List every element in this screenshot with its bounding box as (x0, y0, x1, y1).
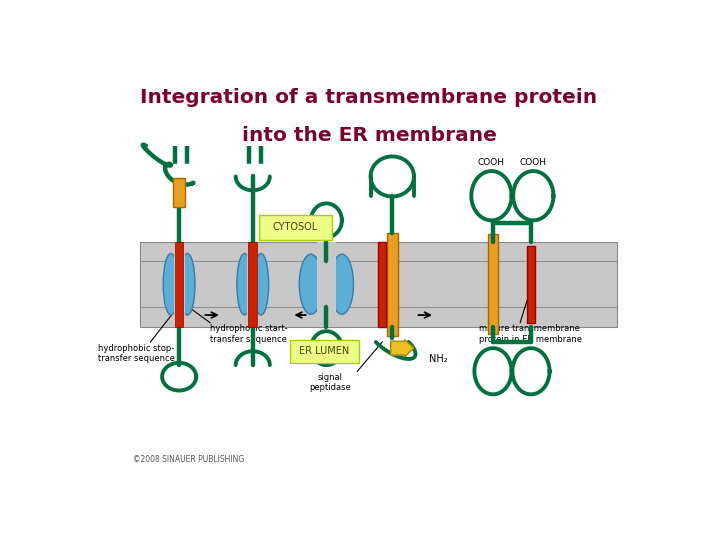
Text: CYTOSOL: CYTOSOL (273, 222, 318, 232)
FancyBboxPatch shape (174, 253, 184, 315)
Text: signal
peptidase: signal peptidase (310, 373, 351, 392)
Text: ©2008 SINAUER PUBLISHING: ©2008 SINAUER PUBLISHING (132, 455, 244, 464)
FancyBboxPatch shape (259, 215, 332, 240)
Ellipse shape (330, 254, 354, 314)
Text: COOH: COOH (478, 158, 505, 167)
FancyBboxPatch shape (387, 233, 397, 336)
FancyBboxPatch shape (173, 178, 185, 207)
FancyBboxPatch shape (290, 340, 359, 363)
Ellipse shape (180, 253, 195, 315)
FancyBboxPatch shape (378, 242, 386, 327)
Text: hydrophobic start-
transfer sequence: hydrophobic start- transfer sequence (210, 325, 288, 343)
Text: mature transmembrane
protein in ER membrane: mature transmembrane protein in ER membr… (479, 325, 582, 343)
FancyBboxPatch shape (175, 242, 184, 327)
Text: Integration of a transmembrane protein: Integration of a transmembrane protein (140, 88, 598, 107)
Ellipse shape (163, 253, 179, 315)
Ellipse shape (300, 254, 323, 314)
Text: into the ER membrane: into the ER membrane (242, 126, 496, 145)
FancyBboxPatch shape (140, 242, 617, 327)
FancyBboxPatch shape (248, 242, 257, 327)
FancyBboxPatch shape (317, 242, 336, 327)
Ellipse shape (253, 253, 269, 315)
Text: NH₂: NH₂ (429, 354, 448, 364)
Text: COOH: COOH (520, 158, 546, 167)
Text: ER LUMEN: ER LUMEN (300, 346, 350, 356)
FancyBboxPatch shape (487, 234, 498, 334)
FancyArrow shape (391, 340, 414, 356)
FancyBboxPatch shape (527, 246, 535, 323)
Text: hydrophobic stop-
transfer sequence: hydrophobic stop- transfer sequence (98, 343, 175, 363)
FancyBboxPatch shape (248, 253, 258, 315)
Ellipse shape (237, 253, 252, 315)
